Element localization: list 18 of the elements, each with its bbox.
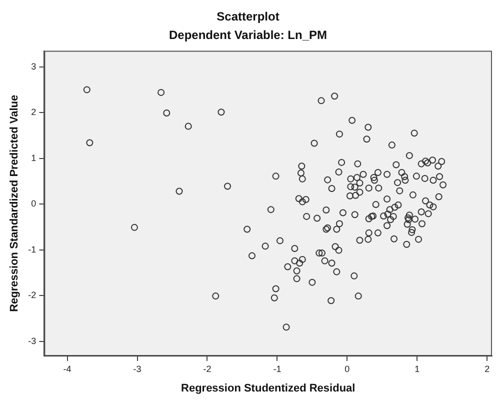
chart-subtitle: Dependent Variable: Ln_PM xyxy=(168,28,328,42)
x-tick-label: -3 xyxy=(133,364,142,374)
x-tick-label: -1 xyxy=(273,364,282,374)
x-tick-label: 2 xyxy=(484,364,490,374)
y-tick-label: 3 xyxy=(31,61,36,72)
y-axis-title: Regression Standardized Predicted Value xyxy=(8,94,21,312)
x-tick-label: 1 xyxy=(414,364,420,374)
y-tick-label: 0 xyxy=(31,198,36,209)
x-tick-label: -2 xyxy=(203,364,212,374)
y-tick-label: -2 xyxy=(28,290,36,300)
chart-title: Scatterplot xyxy=(216,10,280,24)
y-tick-label: -3 xyxy=(28,336,36,346)
y-tick-label: 2 xyxy=(31,107,36,118)
x-tick-label: 0 xyxy=(344,364,350,374)
y-tick-label: 1 xyxy=(31,152,36,163)
x-tick-label: -4 xyxy=(63,364,72,374)
y-tick-label: -1 xyxy=(28,244,36,254)
x-axis-title: Regression Studentized Residual xyxy=(181,382,356,394)
